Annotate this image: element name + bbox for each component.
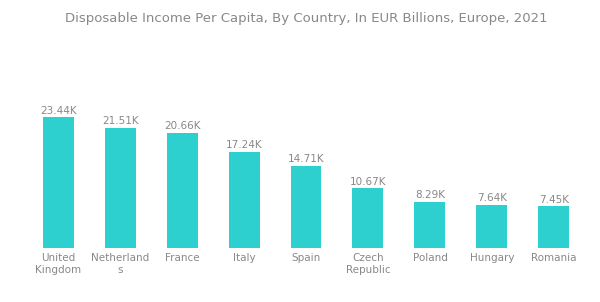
Text: 8.29K: 8.29K	[415, 190, 445, 200]
Text: 7.64K: 7.64K	[477, 194, 507, 204]
Text: 23.44K: 23.44K	[40, 106, 76, 116]
Bar	[476, 205, 508, 248]
Bar	[415, 201, 445, 248]
Bar	[352, 188, 383, 248]
Text: 20.66K: 20.66K	[164, 121, 200, 131]
Bar	[104, 128, 136, 248]
Title: Disposable Income Per Capita, By Country, In EUR Billions, Europe, 2021: Disposable Income Per Capita, By Country…	[65, 12, 547, 25]
Text: 21.51K: 21.51K	[102, 116, 139, 126]
Text: 10.67K: 10.67K	[350, 177, 386, 187]
Bar	[290, 166, 322, 248]
Bar	[167, 133, 197, 248]
Text: 7.45K: 7.45K	[539, 194, 569, 204]
Text: 14.71K: 14.71K	[287, 154, 325, 164]
Bar	[43, 117, 74, 248]
Bar	[538, 206, 569, 248]
Bar	[229, 152, 260, 248]
Text: 17.24K: 17.24K	[226, 140, 262, 150]
